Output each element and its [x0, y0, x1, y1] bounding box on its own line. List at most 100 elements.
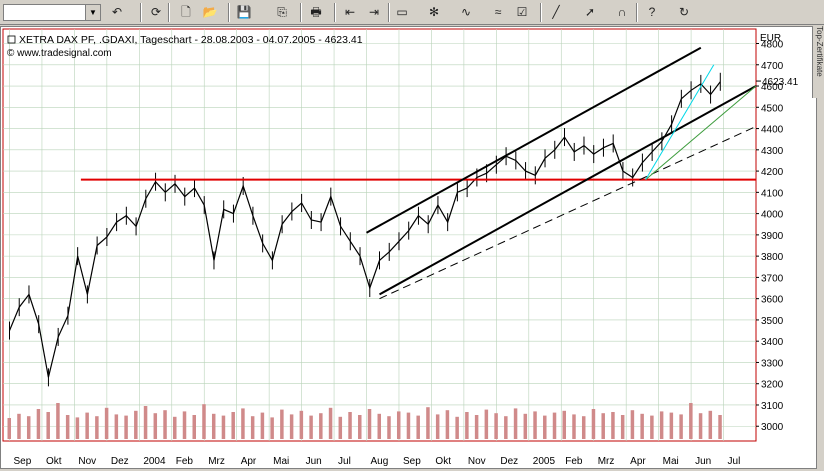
volume-bar — [543, 415, 547, 439]
volume-bar — [338, 416, 343, 439]
volume-bar — [202, 404, 206, 439]
x-tick-label: Apr — [630, 456, 646, 467]
draw-line-icon[interactable]: ╱ — [552, 5, 560, 19]
toolbar-separator — [388, 3, 390, 22]
volume-bar — [309, 415, 313, 439]
toolbar-separator — [168, 3, 170, 22]
volume-bar — [36, 409, 41, 439]
volume-bar — [426, 407, 430, 439]
copyright-label: © www.tradesignal.com — [7, 48, 112, 59]
toolbar-separator — [228, 3, 230, 22]
x-tick-label: Jun — [306, 456, 322, 467]
volume-bar — [708, 410, 713, 439]
symbol-combobox[interactable]: ▼ — [3, 4, 101, 21]
reload-icon[interactable]: ↻ — [678, 5, 690, 19]
x-tick-label: Okt — [46, 456, 62, 467]
volume-bar — [416, 415, 420, 439]
series-toggle-icon — [7, 35, 16, 44]
volume-bar — [523, 413, 528, 439]
volume-bar — [698, 413, 703, 439]
x-tick-label: 2005 — [533, 456, 556, 467]
volume-bar — [367, 409, 372, 439]
volume-bar — [270, 417, 274, 439]
y-tick-label: 3600 — [761, 295, 784, 306]
undo-icon[interactable]: ↶ — [111, 5, 123, 19]
volume-bar — [494, 413, 498, 439]
side-tab-top-zertifikate[interactable]: Top-Zertifikate — [812, 26, 824, 98]
volume-bar — [591, 409, 596, 439]
y-tick-label: 3900 — [761, 231, 784, 242]
chart-window[interactable]: 4800 4700 4600 4500 4400 4300 4200 4100 4000 3900… — [0, 26, 817, 469]
volume-bar — [396, 411, 401, 439]
copy-icon[interactable]: ⎘ — [277, 5, 287, 19]
volume-bar — [533, 411, 537, 439]
volume-bar — [250, 416, 255, 439]
price-chart[interactable]: 4800 4700 4600 4500 4400 4300 4200 4100 4000 3900… — [1, 27, 816, 468]
x-tick-label: Nov — [468, 456, 486, 467]
y-tick-label: 4000 — [761, 210, 784, 221]
volume-bar — [260, 412, 265, 439]
volume-bar — [182, 411, 187, 439]
volume-bar — [669, 412, 674, 439]
volume-bar — [445, 410, 450, 439]
y-tick-label: 3500 — [761, 316, 784, 327]
volume-bar — [630, 410, 635, 439]
refresh-icon[interactable]: ⟳ — [150, 5, 162, 19]
indicator-icon[interactable]: ✻ — [428, 5, 440, 19]
new-document-icon[interactable]: 🗋 — [181, 5, 191, 19]
y-tick-label: 3400 — [761, 337, 784, 348]
volume-bar — [221, 415, 226, 439]
volume-bar — [611, 412, 615, 439]
save-icon[interactable]: 💾 — [236, 5, 252, 19]
volume-bar — [387, 416, 391, 439]
toolbar-separator — [636, 3, 638, 22]
x-tick-label: Sep — [403, 456, 421, 467]
oscillator-icon[interactable]: ≈ — [494, 5, 502, 19]
chart-window-icon[interactable]: ▭ — [396, 5, 408, 19]
volume-bar — [280, 409, 284, 439]
volume-bar — [192, 415, 196, 439]
volume-bar — [231, 412, 235, 439]
back-icon[interactable]: ⇤ — [344, 5, 356, 19]
fan-line-cyan — [645, 64, 715, 180]
volume-bar — [377, 413, 381, 439]
volume-bar — [679, 414, 683, 439]
x-tick-label: Feb — [565, 456, 583, 467]
volume-bar — [484, 409, 489, 439]
volume-bar — [104, 407, 109, 439]
magnet-icon[interactable]: ∩ — [617, 5, 627, 19]
trend-channel-lower — [379, 85, 757, 296]
volume-bar — [358, 415, 362, 439]
cursor-icon[interactable]: ➚ — [584, 5, 596, 19]
chevron-down-icon[interactable]: ▼ — [85, 5, 100, 20]
volume-bar — [173, 416, 177, 439]
print-icon[interactable]: 🖶 — [310, 5, 322, 19]
volume-bar — [465, 412, 469, 439]
toolbar-separator — [300, 3, 302, 22]
y-tick-label: 4500 — [761, 103, 784, 114]
open-folder-icon[interactable]: 📂 — [202, 5, 218, 19]
x-tick-label: Aug — [371, 456, 389, 467]
x-tick-label: Dez — [500, 456, 518, 467]
volume-bar — [562, 410, 567, 439]
volume-bar — [474, 415, 479, 439]
x-tick-label: Sep — [13, 456, 31, 467]
x-tick-label: Feb — [176, 456, 194, 467]
help-icon[interactable]: ? — [648, 5, 656, 19]
volume-bar — [7, 418, 11, 439]
volume-bar — [620, 415, 625, 439]
main-toolbar: ▼ ↶ ⟳ 🗋 📂 💾 ⎘ 🖶 ⇤ ⇥ ▭ ✻ ∿ ≈ ☑ ╱ ➚ ∩? ↻ — [0, 0, 824, 25]
y-tick-label: 3000 — [761, 422, 784, 433]
volume-bar — [134, 410, 138, 439]
x-tick-label: Jul — [338, 456, 351, 467]
y-axis-unit: EUR — [760, 33, 781, 44]
x-tick-label: Mrz — [598, 456, 615, 467]
line-chart-icon[interactable]: ∿ — [460, 5, 472, 19]
trend-channel-upper — [366, 46, 702, 234]
volume-bar — [75, 417, 80, 439]
toolbar-separator — [540, 3, 542, 22]
forward-icon[interactable]: ⇥ — [368, 5, 380, 19]
volume-bar — [601, 413, 605, 439]
right-pane — [817, 26, 824, 469]
properties-icon[interactable]: ☑ — [516, 5, 528, 19]
